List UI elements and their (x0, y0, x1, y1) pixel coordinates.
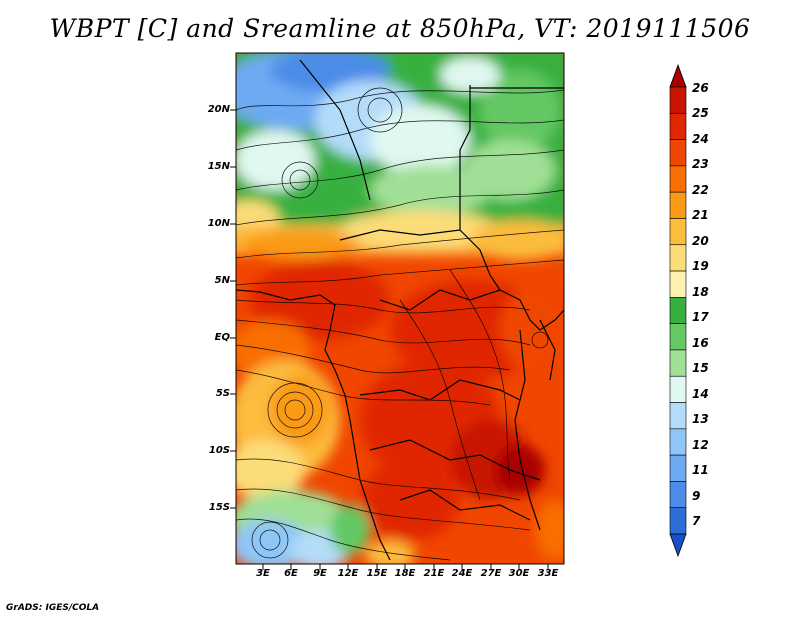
y-label-5n: 5N (214, 275, 230, 286)
x-label-30e: 30E (508, 568, 530, 579)
colorbar-swatch (669, 244, 687, 272)
x-label-18e: 18E (394, 568, 416, 579)
colorbar-swatch (669, 139, 687, 167)
colorbar-label: 23 (692, 157, 709, 171)
colorbar-label: 26 (692, 81, 709, 95)
x-label-12e: 12E (337, 568, 359, 579)
y-label-20n: 20N (207, 104, 230, 115)
x-label-27e: 27E (480, 568, 502, 579)
colorbar-arrow-bottom (669, 533, 687, 558)
colorbar-swatch (669, 454, 687, 482)
colorbar-label: 25 (692, 106, 709, 120)
x-label-33e: 33E (537, 568, 559, 579)
colorbar-label: 16 (692, 336, 709, 350)
y-label-10s: 10S (208, 445, 230, 456)
colorbar-label: 9 (692, 489, 701, 503)
colorbar-swatch (669, 86, 687, 114)
colorbar-swatch (669, 218, 687, 246)
colorbar-label: 14 (692, 387, 709, 401)
streamlines (236, 87, 564, 561)
x-label-15e: 15E (366, 568, 388, 579)
y-label-10n: 10N (207, 218, 230, 229)
colorbar-label: 20 (692, 234, 709, 248)
colorbar-swatch (669, 349, 687, 377)
colorbar-label: 7 (692, 514, 701, 528)
colorbar-swatch (669, 323, 687, 351)
y-label-15n: 15N (207, 161, 230, 172)
colorbar-swatch (669, 402, 687, 430)
colorbar-swatch (669, 507, 687, 535)
footer-credit: GrADS: IGES/COLA (6, 603, 100, 613)
colorbar-swatch (669, 165, 687, 193)
colorbar-swatch (669, 375, 687, 403)
coastline-outlines (236, 59, 564, 561)
y-label-15s: 15S (208, 502, 230, 513)
colorbar-label: 13 (692, 412, 709, 426)
y-label-eq: EQ (214, 332, 230, 343)
colorbar-label: 21 (692, 208, 709, 222)
y-axis-ticks (230, 109, 236, 509)
colorbar-swatch (669, 428, 687, 456)
colorbar-arrow-top (669, 63, 687, 88)
map-title: WBPT [C] and Sreamline at 850hPa, VT: 20… (49, 14, 751, 43)
temperature-field (236, 53, 564, 564)
colorbar-label: 22 (692, 183, 709, 197)
x-label-3e: 3E (256, 568, 270, 579)
x-axis-ticks (262, 564, 549, 570)
y-label-5s: 5S (215, 388, 230, 399)
colorbar-swatch (669, 297, 687, 324)
colorbar-label: 24 (692, 132, 709, 146)
colorbar-label: 11 (692, 463, 709, 477)
colorbar-swatch (669, 481, 687, 509)
colorbar-swatch (669, 112, 687, 140)
colorbar-label: 15 (692, 361, 709, 375)
x-label-6e: 6E (284, 568, 298, 579)
colorbar-swatch (669, 270, 687, 298)
colorbar-label: 17 (692, 310, 709, 324)
colorbar-label: 19 (692, 259, 709, 273)
map-frame (235, 52, 565, 565)
colorbar-swatch (669, 191, 687, 219)
x-label-9e: 9E (313, 568, 327, 579)
colorbar-label: 18 (692, 285, 709, 299)
colorbar-label: 12 (692, 438, 709, 452)
x-label-21e: 21E (423, 568, 445, 579)
colorbar (669, 63, 687, 558)
x-label-24e: 24E (451, 568, 473, 579)
